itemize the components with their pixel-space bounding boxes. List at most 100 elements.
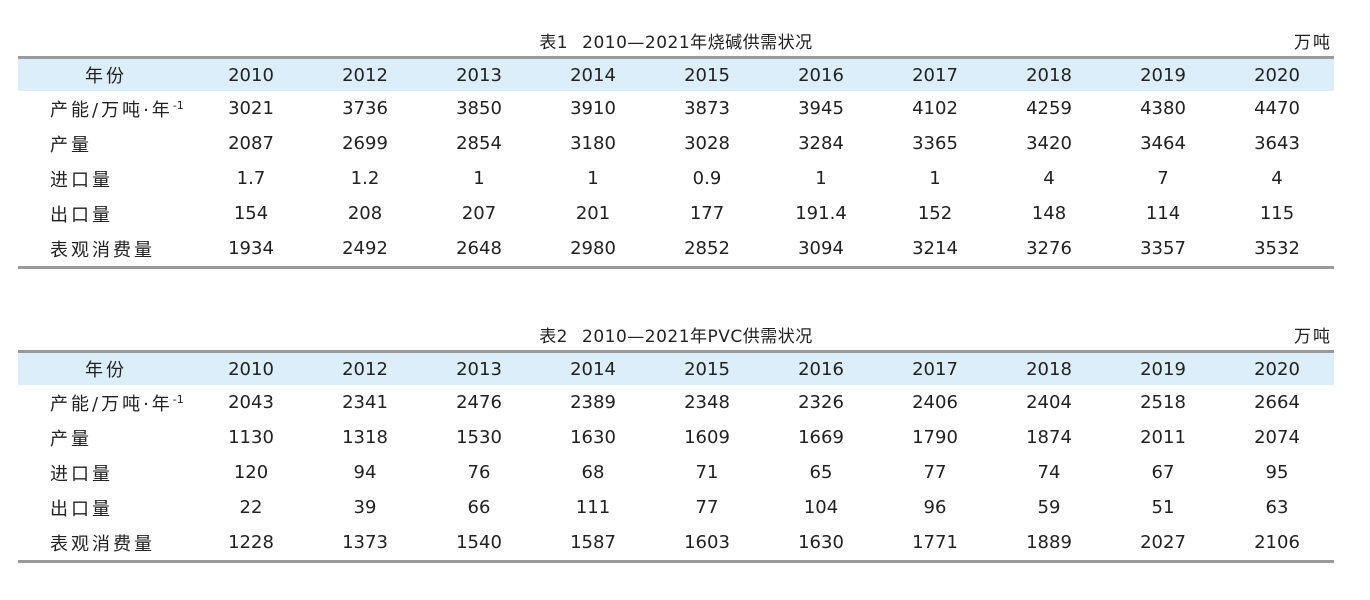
row-label: 表观消费量 — [18, 525, 194, 563]
table-cell: 2518 — [1140, 392, 1186, 413]
table-cell: 3021 — [228, 98, 274, 119]
row-label: 表观消费量 — [18, 231, 194, 269]
table-cell: 2087 — [228, 133, 274, 154]
row-label: 进口量 — [50, 463, 113, 485]
table-cell: 4 — [1043, 168, 1055, 189]
year-header: 2020 — [1220, 350, 1334, 385]
table-row-apparent-consumption: 表观消费量 1228 1373 1540 1587 1603 1630 1771… — [18, 525, 1334, 563]
table-cell: 2341 — [342, 392, 388, 413]
table-cell: 2852 — [650, 231, 764, 269]
table-cell: 2348 — [684, 392, 730, 413]
table-cell: 1630 — [570, 427, 616, 448]
table-cell: 1874 — [1026, 427, 1072, 448]
table-row-imports: 进口量 1.7 1.2 1 1 0.9 1 1 4 7 4 — [18, 161, 1334, 196]
table-row-imports: 进口量 120 94 76 68 71 65 77 74 67 95 — [18, 455, 1334, 490]
table-cell: 51 — [1151, 497, 1175, 518]
header-year-label: 年份 — [18, 56, 194, 91]
table-cell: 111 — [575, 497, 611, 518]
table-cell: 4 — [1271, 168, 1283, 189]
table-caption: 表1 2010—2021年烧碱供需状况 — [18, 28, 1334, 53]
table-row-output: 产量 1130 1318 1530 1630 1609 1669 1790 18… — [18, 420, 1334, 455]
year-header: 2014 — [536, 56, 650, 91]
table-cell: 120 — [233, 462, 269, 483]
table-cell: 71 — [695, 462, 719, 483]
table-cell: 2406 — [912, 392, 958, 413]
table-cell: 3910 — [570, 98, 616, 119]
table-cell: 3284 — [798, 133, 844, 154]
year-header: 2012 — [308, 350, 422, 385]
table-cell: 3945 — [798, 98, 844, 119]
table-cell: 3028 — [684, 133, 730, 154]
table-row-capacity: 产能/万吨·年-1 3021 3736 3850 3910 3873 3945 … — [18, 91, 1334, 126]
caustic-soda-table: 表1 2010—2021年烧碱供需状况 万吨 年份 2010 2012 2013 … — [18, 22, 1334, 269]
table-cell: 3643 — [1254, 133, 1300, 154]
table-cell: 114 — [1145, 203, 1181, 224]
table-cell: 3850 — [456, 98, 502, 119]
year-header: 2017 — [878, 56, 992, 91]
row-label: 产能/万吨·年-1 — [18, 385, 194, 420]
table-cell: 22 — [239, 497, 263, 518]
year-header: 2015 — [650, 350, 764, 385]
table-cell: 2980 — [536, 231, 650, 269]
table-cell: 1373 — [308, 525, 422, 563]
table-row-exports: 出口量 22 39 66 111 77 104 96 59 51 63 — [18, 490, 1334, 525]
year-header: 2010 — [194, 350, 308, 385]
row-label: 产量 — [50, 134, 92, 156]
row-label-superscript: -1 — [172, 392, 184, 406]
table-cell: 3736 — [342, 98, 388, 119]
table-title: 2010—2021年烧碱供需状况 — [582, 33, 813, 53]
table-cell: 2043 — [228, 392, 274, 413]
table-cell: 2106 — [1220, 525, 1334, 563]
data-table: 年份 2010 2012 2013 2014 2015 2016 2017 20… — [18, 56, 1334, 269]
year-header: 2015 — [650, 56, 764, 91]
row-label-text: 产能/万吨·年 — [50, 393, 173, 415]
table-cell: 2854 — [456, 133, 502, 154]
table-row-capacity: 产能/万吨·年-1 2043 2341 2476 2389 2348 2326 … — [18, 385, 1334, 420]
table-cell: 1 — [815, 168, 827, 189]
table-cell: 2326 — [798, 392, 844, 413]
year-header: 2016 — [764, 350, 878, 385]
table-cell: 104 — [803, 497, 839, 518]
table-cell: 115 — [1259, 203, 1295, 224]
table-cell: 77 — [923, 462, 947, 483]
table-cell: 39 — [353, 497, 377, 518]
table-cell: 2492 — [308, 231, 422, 269]
table-cell: 7 — [1157, 168, 1169, 189]
table-cell: 4380 — [1140, 98, 1186, 119]
table-cell: 208 — [347, 203, 383, 224]
table-cell: 2699 — [342, 133, 388, 154]
table-cell: 76 — [467, 462, 491, 483]
table-cell: 3873 — [684, 98, 730, 119]
table-cell: 1 — [587, 168, 599, 189]
table-cell: 2404 — [1026, 392, 1072, 413]
year-header: 2018 — [992, 56, 1106, 91]
table-cell: 1603 — [650, 525, 764, 563]
year-header: 2019 — [1106, 56, 1220, 91]
table-cell: 1130 — [228, 427, 274, 448]
table-title: 2010—2021年PVC供需状况 — [582, 327, 813, 347]
year-header: 2019 — [1106, 350, 1220, 385]
data-table: 年份 2010 2012 2013 2014 2015 2016 2017 20… — [18, 350, 1334, 563]
year-header: 2013 — [422, 56, 536, 91]
row-label: 产能/万吨·年-1 — [18, 91, 194, 126]
year-header: 2012 — [308, 56, 422, 91]
table-caption-row: 表2 2010—2021年PVC供需状况 万吨 — [18, 316, 1334, 350]
table-cell: 68 — [581, 462, 605, 483]
table-cell: 1790 — [912, 427, 958, 448]
table-cell: 4259 — [1026, 98, 1072, 119]
table-cell: 3532 — [1220, 231, 1334, 269]
table-unit: 万吨 — [1294, 327, 1332, 347]
table-cell: 3420 — [1026, 133, 1072, 154]
year-header: 2016 — [764, 56, 878, 91]
table-cell: 1609 — [684, 427, 730, 448]
table-cell: 152 — [917, 203, 953, 224]
row-label-superscript: -1 — [172, 98, 184, 112]
table-cell: 2476 — [456, 392, 502, 413]
table-cell: 1318 — [342, 427, 388, 448]
table-unit: 万吨 — [1294, 33, 1332, 53]
table-cell: 2027 — [1106, 525, 1220, 563]
table-cell: 1.7 — [236, 168, 266, 189]
table-row-apparent-consumption: 表观消费量 1934 2492 2648 2980 2852 3094 3214… — [18, 231, 1334, 269]
row-label: 产量 — [50, 428, 92, 450]
table-cell: 1 — [473, 168, 485, 189]
